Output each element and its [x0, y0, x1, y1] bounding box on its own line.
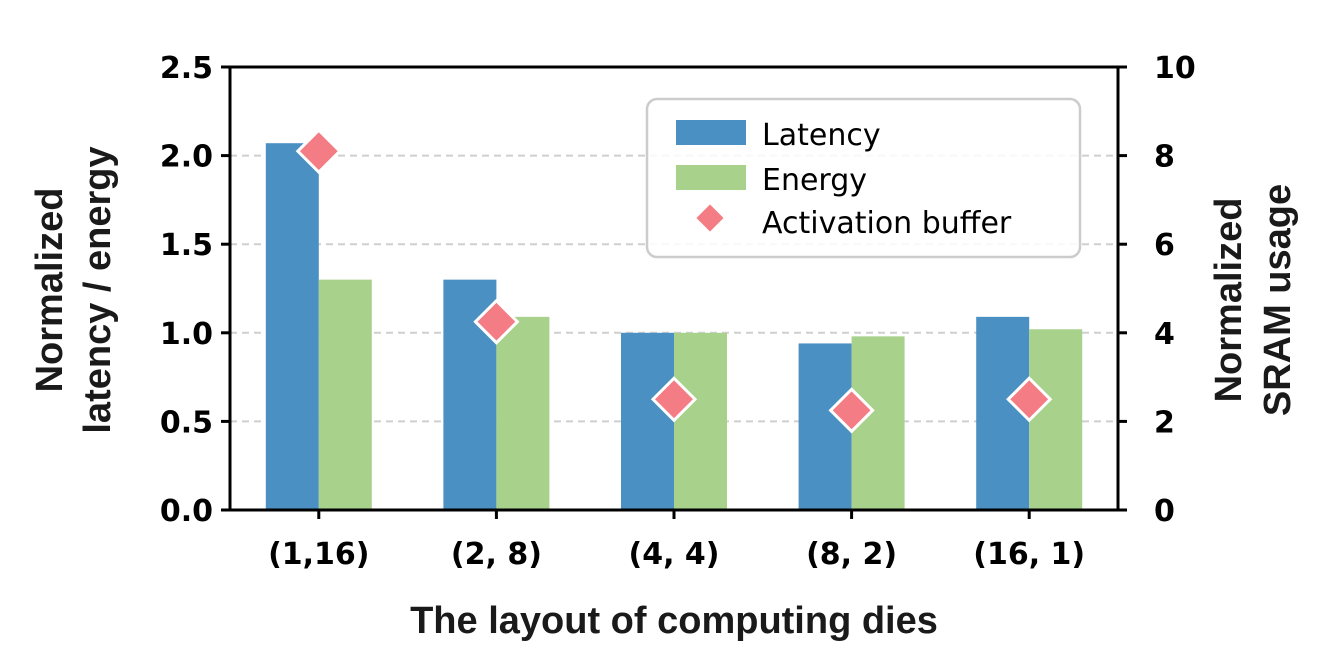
y-tick-label-left-2: 1.0	[160, 317, 213, 352]
y-axis-title-left-line1: Normalized	[29, 188, 71, 393]
marker-activation-buffer-4	[1006, 376, 1053, 423]
right-y-axis: 0 2 4 6 8 10	[1118, 51, 1196, 529]
bar-energy-0	[318, 279, 372, 510]
marker-activation-buffer-3	[828, 387, 875, 434]
legend-swatch-activation-buffer	[693, 201, 727, 235]
x-axis-title: The layout of computing dies	[410, 600, 938, 642]
y-tick-label-left-4: 2.0	[160, 140, 213, 175]
x-tick-label-1: (2, 8)	[451, 537, 542, 572]
bar-latency-2	[621, 332, 674, 510]
x-tick-label-2: (4, 4)	[628, 537, 719, 572]
y-tick-label-right-5: 10	[1154, 51, 1196, 86]
y-tick-label-left-3: 1.5	[160, 228, 213, 263]
bar-energy-1	[496, 316, 550, 510]
legend-swatch-latency	[676, 120, 746, 145]
left-y-axis: 0.0 0.5 1.0 1.5 2.0 2.5	[160, 51, 230, 529]
marker-activation-buffer-1	[473, 298, 520, 345]
y-tick-label-right-3: 6	[1154, 228, 1175, 263]
bar-energy-2	[674, 332, 727, 510]
legend-swatch-energy	[676, 165, 746, 190]
x-axis: (1,16) (2, 8) (4, 4) (8, 2) (16, 1)	[268, 510, 1085, 572]
x-tick-label-0: (1,16)	[268, 537, 369, 572]
y-tick-label-right-4: 8	[1154, 140, 1175, 175]
legend: Latency Energy Activation buffer	[645, 97, 1082, 259]
x-tick-label-3: (8, 2)	[806, 537, 897, 572]
y-axis-title-right-line2: SRAM usage	[1257, 184, 1299, 416]
y-axis-title-right-line1: Normalized	[1208, 198, 1250, 403]
y-tick-label-right-0: 0	[1154, 494, 1175, 529]
y-tick-label-right-2: 4	[1154, 317, 1175, 352]
legend-label-activation-buffer: Activation buffer	[762, 206, 1012, 241]
marker-activation-buffer-0	[295, 128, 342, 175]
bar-latency-0	[265, 143, 319, 511]
x-tick-label-4: (16, 1)	[973, 537, 1085, 572]
y-tick-label-left-5: 2.5	[160, 51, 213, 86]
y-axis-title-left-line2: latency / energy	[77, 146, 119, 433]
marker-activation-buffer-2	[650, 376, 698, 423]
bar-energy-4	[1029, 329, 1083, 510]
y-tick-label-left-0: 0.0	[160, 494, 213, 529]
y-tick-label-left-1: 0.5	[160, 405, 213, 440]
legend-label-energy: Energy	[762, 163, 867, 198]
activation-buffer-markers	[295, 128, 1053, 434]
bars	[265, 143, 1083, 511]
y-tick-label-right-1: 2	[1154, 405, 1175, 440]
legend-label-latency: Latency	[762, 118, 881, 153]
bar-latency-3	[798, 343, 852, 510]
legend-frame	[645, 97, 1082, 259]
